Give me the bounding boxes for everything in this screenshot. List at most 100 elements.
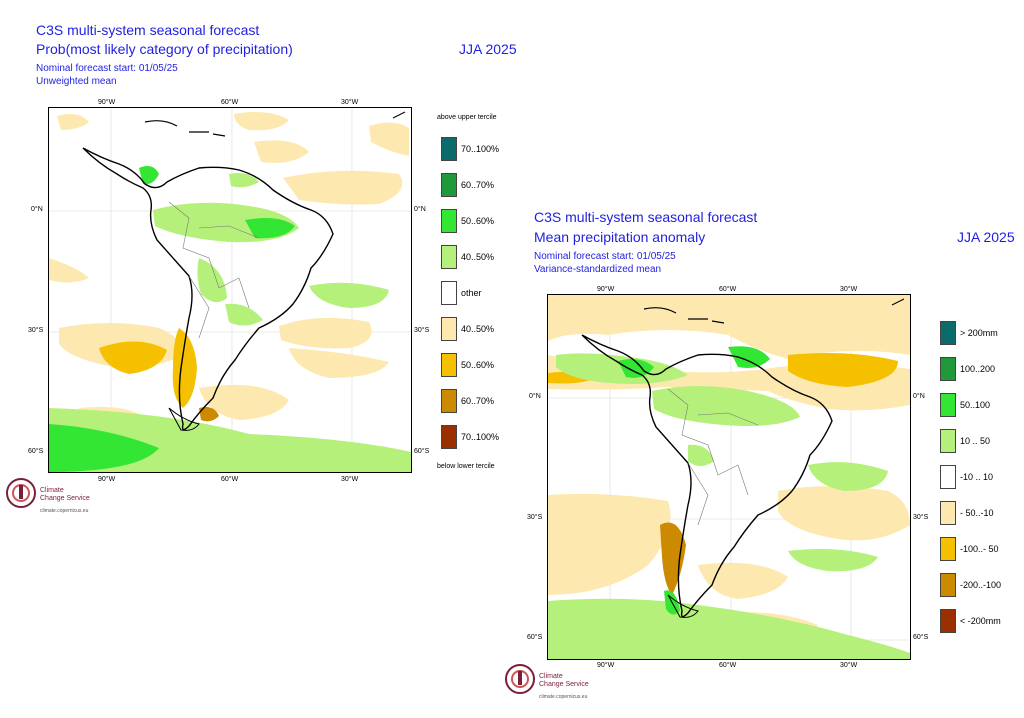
right-legend-swatch: [940, 393, 956, 417]
left-legend-item-2: 60..70%: [441, 173, 494, 197]
left-legend-top-caption: above upper tercile: [437, 114, 497, 121]
left-lon-tick-bottom-1: 90°W: [98, 476, 116, 483]
left-title-line2: Prob(most likely category of precipitati…: [36, 41, 293, 57]
right-legend-label: -10 .. 10: [960, 472, 994, 482]
left-legend-label: other: [461, 288, 482, 298]
right-legend-label: - 50..-10: [960, 508, 994, 518]
left-title-line1: C3S multi-system seasonal forecast: [36, 22, 260, 38]
left-legend-item-6: 40..50%: [441, 317, 494, 341]
right-lat-tick-left-3: 60°S: [527, 634, 543, 641]
right-lon-tick-bottom-3: 30°W: [840, 662, 858, 669]
left-lat-tick-left-3: 60°S: [28, 448, 44, 455]
left-legend-label: 40..50%: [461, 324, 495, 334]
left-legend-swatch: [441, 425, 457, 449]
left-legend-item-9: 70..100%: [441, 425, 499, 449]
right-lon-tick-top-3: 30°W: [840, 286, 858, 293]
right-legend-item-6: - 50..-10: [940, 501, 994, 525]
right-legend-item-7: -100..- 50: [940, 537, 999, 561]
right-legend-swatch: [940, 357, 956, 381]
right-season: JJA 2025: [957, 229, 1015, 245]
right-legend-label: 100..200: [960, 364, 996, 374]
right-legend-swatch: [940, 573, 956, 597]
right-legend-item-3: 50..100: [940, 393, 990, 417]
left-legend-label: 50..60%: [461, 216, 495, 226]
right-forecast-start: Nominal forecast start: 01/05/25: [534, 251, 676, 262]
right-legend-item-8: -200..-100: [940, 573, 1001, 597]
left-season: JJA 2025: [459, 41, 517, 57]
right-legend-swatch: [940, 321, 956, 345]
left-legend-item-1: 70..100%: [441, 137, 499, 161]
right-legend-item-1: > 200mm: [940, 321, 998, 345]
copernicus-logo-right-icon: [505, 664, 535, 694]
right-lon-tick-bottom-2: 60°W: [719, 662, 737, 669]
left-lon-tick-bottom-3: 30°W: [341, 476, 359, 483]
left-legend-label: 60..70%: [461, 396, 495, 406]
left-lat-tick-left-2: 30°S: [28, 327, 44, 334]
right-title-line1: C3S multi-system seasonal forecast: [534, 209, 758, 225]
right-legend-swatch: [940, 609, 956, 633]
right-legend-label: -200..-100: [960, 580, 1002, 590]
left-lat-tick-left-1: 0°N: [31, 206, 43, 213]
right-legend-label: -100..- 50: [960, 544, 999, 554]
right-legend-label: > 200mm: [960, 328, 998, 338]
right-legend-item-4: 10 .. 50: [940, 429, 990, 453]
logo-left-line2: Change Service: [40, 495, 90, 502]
logo-right-line2: Change Service: [539, 681, 589, 688]
left-legend-label: 60..70%: [461, 180, 495, 190]
right-legend-swatch: [940, 465, 956, 489]
left-legend-bottom-caption: below lower tercile: [437, 463, 495, 470]
right-legend-swatch: [940, 501, 956, 525]
right-lat-tick-right-3: 60°S: [913, 634, 929, 641]
right-map[interactable]: [547, 294, 911, 660]
left-legend-swatch: [441, 209, 457, 233]
left-legend-item-4: 40..50%: [441, 245, 494, 269]
right-legend-label: 50..100: [960, 400, 991, 410]
left-legend-label: 50..60%: [461, 360, 495, 370]
right-legend-item-5: -10 .. 10: [940, 465, 993, 489]
left-legend-swatch: [441, 173, 457, 197]
left-lat-tick-right-1: 0°N: [414, 206, 426, 213]
left-forecast-start: Nominal forecast start: 01/05/25: [36, 63, 178, 74]
left-legend-label: 40..50%: [461, 252, 495, 262]
left-legend-label: 70..100%: [461, 144, 500, 154]
logo-right-line1: Climate: [539, 673, 563, 680]
right-lon-tick-bottom-1: 90°W: [597, 662, 615, 669]
left-legend-swatch: [441, 281, 457, 305]
right-legend-swatch: [940, 537, 956, 561]
right-legend-label: < -200mm: [960, 616, 1001, 626]
left-legend-swatch: [441, 389, 457, 413]
right-lat-tick-left-1: 0°N: [529, 393, 541, 400]
left-legend-item-3: 50..60%: [441, 209, 494, 233]
logo-right-url: climate.copernicus.eu: [539, 694, 588, 700]
left-legend-swatch: [441, 245, 457, 269]
right-lon-tick-top-1: 90°W: [597, 286, 615, 293]
left-lon-tick-top-1: 90°W: [98, 99, 116, 106]
left-mean-type: Unweighted mean: [36, 76, 117, 87]
left-legend-swatch: [441, 317, 457, 341]
right-map-canvas: [548, 295, 910, 659]
left-legend-item-5: other: [441, 281, 482, 305]
copernicus-logo-left-icon: [6, 478, 36, 508]
right-mean-type: Variance-standardized mean: [534, 264, 662, 275]
right-legend-swatch: [940, 429, 956, 453]
left-lon-tick-top-2: 60°W: [221, 99, 239, 106]
right-legend-label: 10 .. 50: [960, 436, 991, 446]
copernicus-logo-right: [503, 662, 537, 696]
left-lat-tick-right-3: 60°S: [414, 448, 430, 455]
right-lat-tick-right-2: 30°S: [913, 514, 929, 521]
left-lon-tick-bottom-2: 60°W: [221, 476, 239, 483]
left-legend-swatch: [441, 353, 457, 377]
left-legend-label: 70..100%: [461, 432, 500, 442]
left-legend-item-8: 60..70%: [441, 389, 494, 413]
right-legend-item-9: < -200mm: [940, 609, 1001, 633]
right-lon-tick-top-2: 60°W: [719, 286, 737, 293]
left-map[interactable]: [48, 107, 412, 473]
copernicus-logo-left: [4, 476, 38, 510]
right-lat-tick-right-1: 0°N: [913, 393, 925, 400]
right-lat-tick-left-2: 30°S: [527, 514, 543, 521]
left-legend-swatch: [441, 137, 457, 161]
logo-left-url: climate.copernicus.eu: [40, 508, 89, 514]
left-lon-tick-top-3: 30°W: [341, 99, 359, 106]
right-title-line2: Mean precipitation anomaly: [534, 229, 706, 245]
left-lat-tick-right-2: 30°S: [414, 327, 430, 334]
